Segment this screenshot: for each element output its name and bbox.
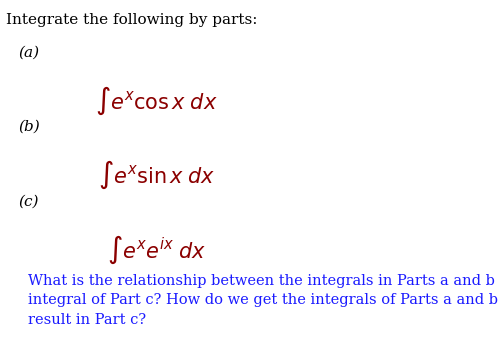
Text: (b): (b)	[19, 120, 40, 134]
Text: What is the relationship between the integrals in Parts a and b and the
integral: What is the relationship between the int…	[28, 274, 499, 327]
Text: $\int e^x e^{ix} \; dx$: $\int e^x e^{ix} \; dx$	[107, 234, 206, 266]
Text: $\int e^x \cos x \; dx$: $\int e^x \cos x \; dx$	[95, 84, 218, 117]
Text: (c): (c)	[19, 194, 39, 209]
Text: (a): (a)	[19, 45, 40, 59]
Text: $\int e^x \sin x \; dx$: $\int e^x \sin x \; dx$	[98, 159, 215, 191]
Text: Integrate the following by parts:: Integrate the following by parts:	[6, 13, 258, 27]
